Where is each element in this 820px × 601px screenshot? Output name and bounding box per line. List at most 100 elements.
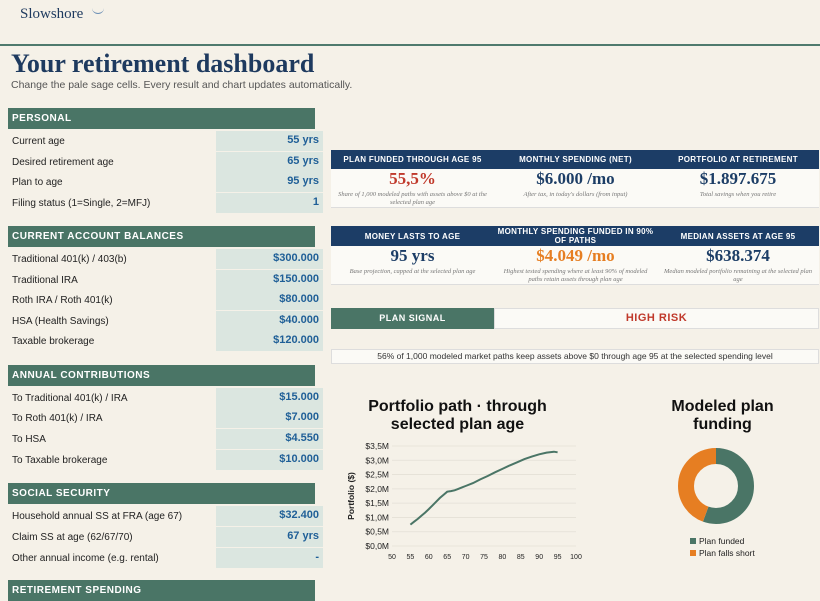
kpi-card-monthly-spending: MONTHLY SPENDING (NET) $6.000 /mo After …: [494, 150, 657, 208]
taxable-input[interactable]: $120.000: [216, 331, 323, 352]
row-label: Current age: [12, 136, 65, 147]
x-tick-label: 80: [499, 554, 507, 561]
page-subtitle: Change the pale sage cells. Every result…: [11, 79, 353, 91]
input-row-hsa: HSA (Health Savings) $40.000: [8, 311, 323, 332]
section-balances-header: CURRENT ACCOUNT BALANCES: [8, 226, 315, 247]
row-value: 65 yrs: [287, 155, 319, 167]
input-row-trad-ira: Traditional IRA $150.000: [8, 270, 323, 291]
brand-wave-icon: [92, 8, 104, 14]
input-row-filing-status: Filing status (1=Single, 2=MFJ) 1: [8, 193, 323, 214]
y-tick-label: $3,0M: [365, 455, 389, 465]
legend-label: Plan falls short: [699, 548, 755, 558]
trad-401k-input[interactable]: $300.000: [216, 249, 323, 270]
kpi-card-spending-90: MONTHLY SPENDING FUNDED IN 90% OF PATHS …: [494, 226, 657, 285]
plan-signal-value: HIGH RISK: [494, 308, 819, 329]
kpi-value: $638.374: [657, 246, 819, 266]
legend-label: Plan funded: [699, 536, 745, 546]
kpi-note: Median modeled portfolio remaining at th…: [657, 266, 819, 285]
kpi-card-plan-funded: PLAN FUNDED THROUGH AGE 95 55,5% Share o…: [331, 150, 494, 208]
input-row-taxable: Taxable brokerage $120.000: [8, 331, 323, 352]
kpi-note: Highest tested spending where at least 9…: [494, 266, 657, 285]
input-row-retirement-age: Desired retirement age 65 yrs: [8, 152, 323, 173]
contrib-roth-input[interactable]: $7.000: [216, 408, 323, 429]
plan-age-input[interactable]: 95 yrs: [216, 172, 323, 193]
kpi-value: $4.049 /mo: [494, 246, 657, 266]
x-tick-label: 85: [517, 554, 525, 561]
kpi-card-portfolio-retirement: PORTFOLIO AT RETIREMENT $1.897.675 Total…: [657, 150, 819, 208]
row-label: Roth IRA / Roth 401(k): [12, 295, 113, 306]
trad-ira-input[interactable]: $150.000: [216, 270, 323, 291]
y-tick-label: $1,5M: [365, 498, 389, 508]
current-age-input[interactable]: 55 yrs: [216, 131, 323, 152]
legend-swatch: [690, 538, 696, 544]
y-tick-label: $0,5M: [365, 527, 389, 537]
row-label: HSA (Health Savings): [12, 316, 109, 327]
kpi-header: MEDIAN ASSETS AT AGE 95: [657, 226, 819, 246]
input-row-trad-401k: Traditional 401(k) / 403(b) $300.000: [8, 249, 323, 270]
funding-donut-chart: Plan funded Plan falls short: [678, 448, 755, 558]
row-label: Household annual SS at FRA (age 67): [12, 511, 183, 522]
x-tick-label: 70: [462, 554, 470, 561]
kpi-header: MONEY LASTS TO AGE: [331, 226, 494, 246]
retirement-age-input[interactable]: 65 yrs: [216, 152, 323, 173]
x-tick-label: 60: [425, 554, 433, 561]
x-tick-label: 95: [554, 554, 562, 561]
plan-signal-note: 56% of 1,000 modeled market paths keep a…: [331, 349, 819, 364]
y-tick-label: $2,5M: [365, 470, 389, 480]
kpi-value: 95 yrs: [331, 246, 494, 266]
row-label: Plan to age: [12, 177, 63, 188]
row-label: Taxable brokerage: [12, 336, 95, 347]
x-tick-label: 65: [443, 554, 451, 561]
portfolio-series-line: [409, 450, 558, 526]
filing-status-input[interactable]: 1: [216, 193, 323, 214]
input-row-roth: Roth IRA / Roth 401(k) $80.000: [8, 290, 323, 311]
x-tick-label: 55: [407, 554, 415, 561]
kpi-value: 55,5%: [331, 169, 494, 189]
row-value: $300.000: [273, 252, 319, 264]
row-value: $10.000: [279, 453, 319, 465]
input-row-ss-claim: Claim SS at age (62/67/70) 67 yrs: [8, 527, 323, 548]
x-tick-label: 90: [535, 554, 543, 561]
header-divider: [0, 44, 820, 46]
contrib-taxable-input[interactable]: $10.000: [216, 450, 323, 471]
input-row-contrib-hsa: To HSA $4.550: [8, 429, 323, 450]
section-spending-header: RETIREMENT SPENDING: [8, 580, 315, 601]
row-value: $80.000: [279, 293, 319, 305]
section-personal-header: PERSONAL: [8, 108, 315, 129]
y-tick-label: $1,0M: [365, 512, 389, 522]
portfolio-line-chart: $0,0M $0,5M $1,0M $1,5M $2,0M $2,5M $3,0M $3,5M…: [346, 441, 582, 561]
input-row-contrib-roth: To Roth 401(k) / IRA $7.000: [8, 408, 323, 429]
kpi-note: Share of 1,000 modeled paths with assets…: [331, 189, 494, 208]
row-value: 55 yrs: [287, 134, 319, 146]
ss-fra-input[interactable]: $32.400: [216, 506, 323, 527]
kpi-value: $6.000 /mo: [494, 169, 657, 189]
row-label: Desired retirement age: [12, 157, 114, 168]
other-income-input[interactable]: -: [216, 548, 323, 569]
row-value: $7.000: [285, 411, 319, 423]
row-value: $32.400: [279, 509, 319, 521]
row-label: To Roth 401(k) / IRA: [12, 413, 103, 424]
input-row-current-age: Current age 55 yrs: [8, 131, 323, 152]
row-value: 67 yrs: [287, 530, 319, 542]
kpi-header: MONTHLY SPENDING (NET): [494, 150, 657, 169]
kpi-card-median-assets: MEDIAN ASSETS AT AGE 95 $638.374 Median …: [657, 226, 819, 285]
kpi-header: MONTHLY SPENDING FUNDED IN 90% OF PATHS: [494, 226, 657, 246]
kpi-header: PORTFOLIO AT RETIREMENT: [657, 150, 819, 169]
row-value: 95 yrs: [287, 175, 319, 187]
ss-claim-input[interactable]: 67 yrs: [216, 527, 323, 548]
kpi-note: Base projection, capped at the selected …: [331, 266, 494, 285]
hsa-input[interactable]: $40.000: [216, 311, 323, 332]
input-row-other-income: Other annual income (e.g. rental) -: [8, 548, 323, 569]
kpi-note: Total savings when you retire: [657, 189, 819, 208]
section-social-header: SOCIAL SECURITY: [8, 483, 315, 504]
pie-slice-short: [678, 448, 754, 524]
roth-input[interactable]: $80.000: [216, 290, 323, 311]
contrib-hsa-input[interactable]: $4.550: [216, 429, 323, 450]
brand-logo[interactable]: Slowshore: [20, 6, 84, 22]
row-label: Filing status (1=Single, 2=MFJ): [12, 198, 151, 209]
row-value: $150.000: [273, 273, 319, 285]
contrib-trad-input[interactable]: $15.000: [216, 388, 323, 409]
row-value: $120.000: [273, 334, 319, 346]
row-label: Claim SS at age (62/67/70): [12, 532, 133, 543]
row-label: To Taxable brokerage: [12, 455, 108, 466]
